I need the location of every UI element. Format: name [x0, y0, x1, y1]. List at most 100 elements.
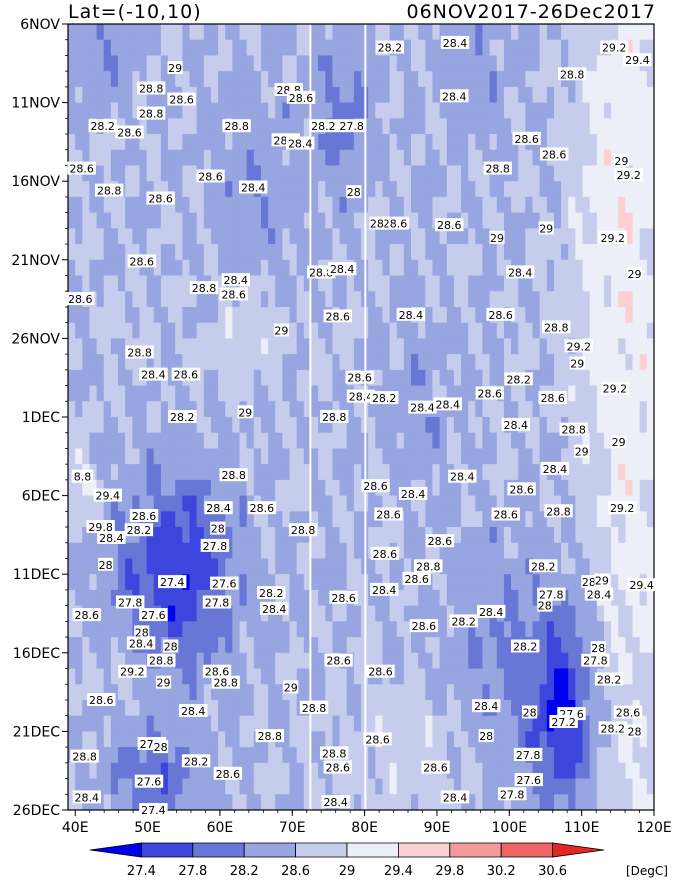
sst-cell	[625, 244, 634, 261]
sst-cell	[496, 794, 505, 810]
sst-cell	[396, 621, 405, 638]
sst-cell	[246, 794, 255, 810]
sst-cell	[96, 322, 105, 339]
sst-cell	[325, 291, 334, 308]
sst-cell	[411, 165, 419, 182]
sst-cell	[175, 306, 183, 324]
sst-cell	[439, 369, 448, 387]
sst-cell	[468, 652, 476, 670]
sst-cell	[646, 495, 654, 512]
sst-cell	[289, 322, 298, 339]
contour-label-bg	[569, 356, 585, 370]
sst-cell	[210, 794, 219, 810]
contour-label-text: 28.6	[326, 310, 351, 323]
sst-cell	[118, 165, 126, 182]
sst-cell	[546, 244, 555, 261]
sst-cell	[153, 495, 162, 512]
sst-cell	[411, 149, 419, 167]
sst-cell	[75, 762, 83, 780]
sst-cell	[118, 495, 126, 512]
sst-cell	[260, 542, 269, 560]
contour-label-text: 28.2	[513, 641, 538, 654]
contour-label: 28	[626, 724, 643, 738]
sst-cell	[153, 621, 162, 638]
sst-cell	[611, 794, 619, 810]
sst-cell	[518, 542, 526, 560]
sst-cell	[561, 354, 569, 371]
sst-cell	[82, 244, 91, 261]
sst-cell	[432, 86, 441, 104]
sst-cell	[246, 778, 255, 795]
sst-cell	[118, 652, 126, 670]
contour-label-bg	[134, 625, 150, 639]
sst-cell	[625, 196, 634, 214]
sst-cell	[596, 778, 605, 795]
sst-cell	[168, 699, 176, 717]
sst-cell	[146, 464, 155, 481]
sst-cell	[496, 448, 505, 465]
sst-cell	[589, 181, 598, 198]
sst-cell	[525, 118, 534, 135]
contour-label-text: 28.6	[383, 218, 408, 231]
sst-cell	[146, 401, 155, 418]
sst-cell	[246, 385, 255, 402]
sst-cell	[310, 668, 319, 685]
sst-cell	[532, 401, 541, 418]
sst-cell	[632, 275, 641, 292]
sst-cell	[89, 527, 98, 544]
contour-label-text: 28.2	[311, 120, 336, 133]
sst-cell	[325, 417, 334, 434]
sst-cell	[582, 196, 591, 214]
sst-cell	[303, 511, 312, 528]
contour-label: 28.4	[126, 636, 156, 650]
sst-cell	[575, 24, 584, 41]
sst-cell	[482, 212, 491, 229]
sst-cell	[489, 715, 498, 732]
sst-cell	[139, 259, 148, 277]
sst-cell	[96, 778, 105, 795]
sst-cell	[75, 589, 83, 607]
sst-cell	[396, 747, 405, 764]
contour-label-text: 28	[154, 741, 168, 754]
sst-cell	[96, 306, 105, 324]
sst-cell	[382, 448, 391, 465]
sst-cell	[425, 322, 434, 339]
sst-cell	[575, 118, 584, 135]
sst-cell	[561, 39, 569, 57]
sst-cell	[511, 621, 519, 638]
sst-cell	[461, 637, 469, 654]
sst-cell	[439, 196, 448, 214]
sst-cell	[160, 354, 169, 371]
sst-cell	[503, 291, 512, 308]
sst-cell	[611, 71, 619, 88]
sst-cell	[160, 55, 169, 72]
sst-cell	[318, 668, 326, 685]
sst-cell	[353, 432, 362, 450]
sst-cell	[268, 102, 276, 119]
sst-cell	[160, 527, 169, 544]
sst-cell	[432, 24, 441, 41]
sst-cell	[268, 118, 276, 135]
sst-cell	[446, 181, 455, 198]
sst-cell	[182, 259, 191, 277]
sst-cell	[89, 511, 98, 528]
sst-cell	[525, 542, 534, 560]
sst-cell	[346, 39, 355, 57]
sst-cell	[489, 259, 498, 277]
contour-label-bg	[370, 582, 399, 596]
contour-label: 28.6	[66, 292, 95, 306]
sst-cell	[310, 291, 319, 308]
sst-cell	[539, 715, 548, 732]
sst-cell	[132, 55, 141, 72]
sst-cell	[432, 55, 441, 72]
sst-cell	[339, 369, 348, 387]
sst-cell	[82, 24, 91, 41]
sst-cell	[125, 401, 133, 418]
sst-cell	[632, 306, 641, 324]
sst-cell	[632, 71, 641, 88]
sst-cell	[353, 747, 362, 764]
contour-label: 27.8	[498, 787, 527, 801]
sst-cell	[582, 181, 591, 198]
sst-cell	[310, 181, 319, 198]
sst-cell	[160, 134, 169, 151]
